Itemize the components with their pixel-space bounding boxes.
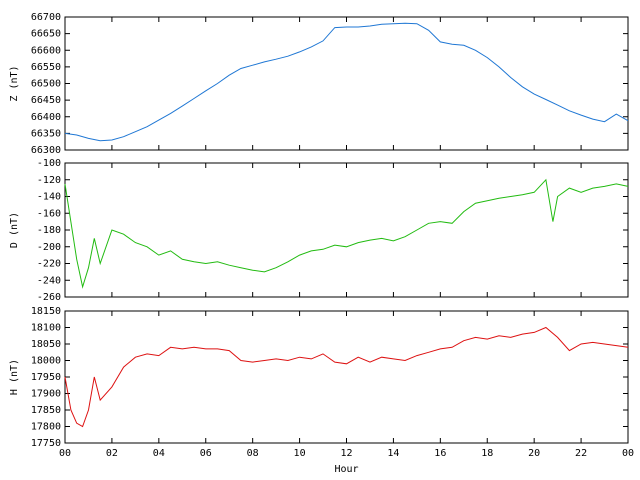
x-tick-label: 12 <box>340 448 352 459</box>
y-tick-label: 18100 <box>31 323 61 334</box>
data-line <box>64 178 629 289</box>
x-tick-label: 18 <box>481 448 493 459</box>
y-tick-label: 18150 <box>31 306 61 317</box>
y-tick-label: 66300 <box>31 145 61 156</box>
y-tick-label: 66600 <box>31 45 61 56</box>
y-tick-label: -100 <box>37 158 61 169</box>
y-tick-label: 66500 <box>31 79 61 90</box>
y-tick-label: 66650 <box>31 29 61 40</box>
x-tick-label: 22 <box>575 448 587 459</box>
y-tick-label: 66400 <box>31 112 61 123</box>
y-tick-label: 17900 <box>31 389 61 400</box>
y-tick-label: 17800 <box>31 422 61 433</box>
data-line <box>64 22 629 142</box>
y-tick-label: 66350 <box>31 128 61 139</box>
x-tick-label: 08 <box>247 448 259 459</box>
x-tick-label: 10 <box>294 448 306 459</box>
y-tick-label: 66550 <box>31 62 61 73</box>
plot-frame <box>64 162 629 298</box>
x-tick-label: 06 <box>200 448 212 459</box>
x-tick-label: 00 <box>59 448 71 459</box>
y-axis-label: H (nT) <box>9 359 20 395</box>
y-tick-label: -120 <box>37 175 61 186</box>
plot-frame <box>64 16 629 151</box>
y-tick-label: 18050 <box>31 339 61 350</box>
x-tick-label: 00 <box>622 448 634 459</box>
y-tick-label: 18000 <box>31 356 61 367</box>
y-tick-label: 66700 <box>31 12 61 23</box>
plot-frame <box>64 310 629 444</box>
y-tick-label: -240 <box>37 275 61 286</box>
y-tick-label: -160 <box>37 208 61 219</box>
x-tick-label: 20 <box>528 448 540 459</box>
x-tick-label: 14 <box>387 448 399 459</box>
y-axis-label: Z (nT) <box>9 65 20 101</box>
x-tick-label: 16 <box>434 448 446 459</box>
y-tick-label: 17750 <box>31 438 61 449</box>
y-tick-label: 17850 <box>31 405 61 416</box>
y-tick-label: -140 <box>37 192 61 203</box>
y-tick-label: -200 <box>37 242 61 253</box>
y-tick-label: -220 <box>37 259 61 270</box>
y-tick-label: -260 <box>37 292 61 303</box>
x-axis-label: Hour <box>334 464 358 475</box>
y-tick-label: -180 <box>37 225 61 236</box>
y-tick-label: 66450 <box>31 95 61 106</box>
x-tick-label: 04 <box>153 448 165 459</box>
data-line <box>64 326 629 428</box>
y-axis-label: D (nT) <box>9 212 20 248</box>
x-tick-label: 02 <box>106 448 118 459</box>
y-tick-label: 17950 <box>31 372 61 383</box>
